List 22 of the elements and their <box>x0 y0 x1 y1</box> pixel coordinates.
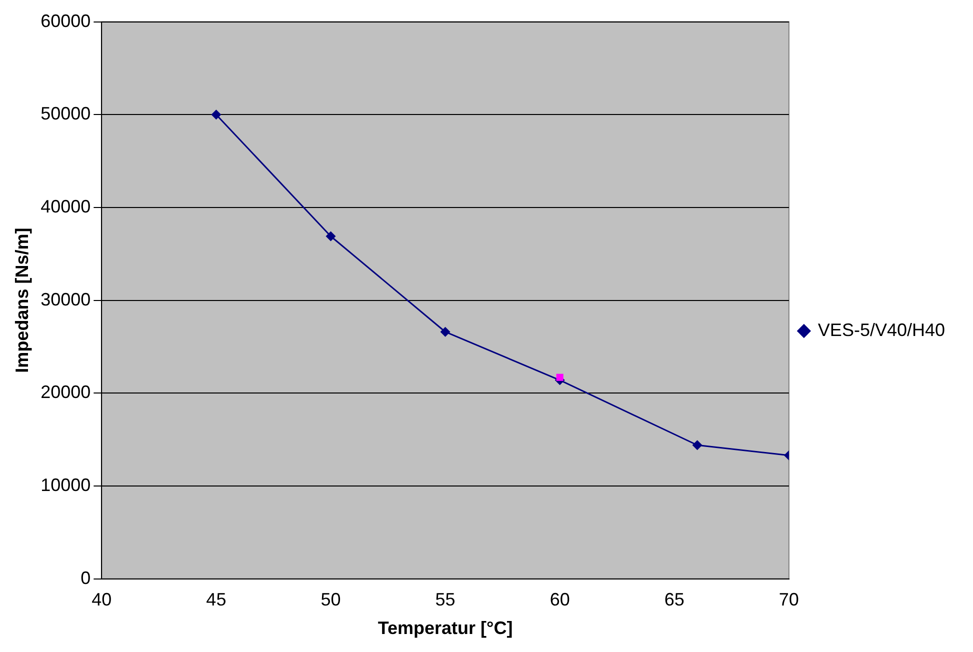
y-tick-label: 60000 <box>40 10 91 31</box>
point <box>440 326 450 337</box>
point <box>211 110 222 120</box>
y-axis-title: Impedans [Ns/m] <box>12 228 32 373</box>
x-axis-title: Temperatur [°C] <box>378 618 513 638</box>
point <box>326 231 336 242</box>
y-tick-label: 10000 <box>40 474 91 495</box>
x-tick-label: 45 <box>206 590 226 610</box>
legend-label: VES-5/V40/H40 <box>818 320 946 340</box>
x-tick-label: 60 <box>550 590 570 610</box>
x-tick-label: 55 <box>435 590 456 610</box>
point <box>692 440 702 450</box>
x-tick-label: 70 <box>778 590 799 610</box>
y-tick-label: 30000 <box>40 289 91 310</box>
x-tick-label: 50 <box>320 590 341 610</box>
y-tick-label: 20000 <box>40 382 91 402</box>
point <box>556 374 564 381</box>
x-tick-label: 65 <box>664 590 684 610</box>
y-tick-label: 40000 <box>40 196 91 216</box>
y-tick-label: 0 <box>80 568 91 588</box>
y-tick-label: 50000 <box>40 104 91 124</box>
x-tick-label: 40 <box>92 590 112 610</box>
